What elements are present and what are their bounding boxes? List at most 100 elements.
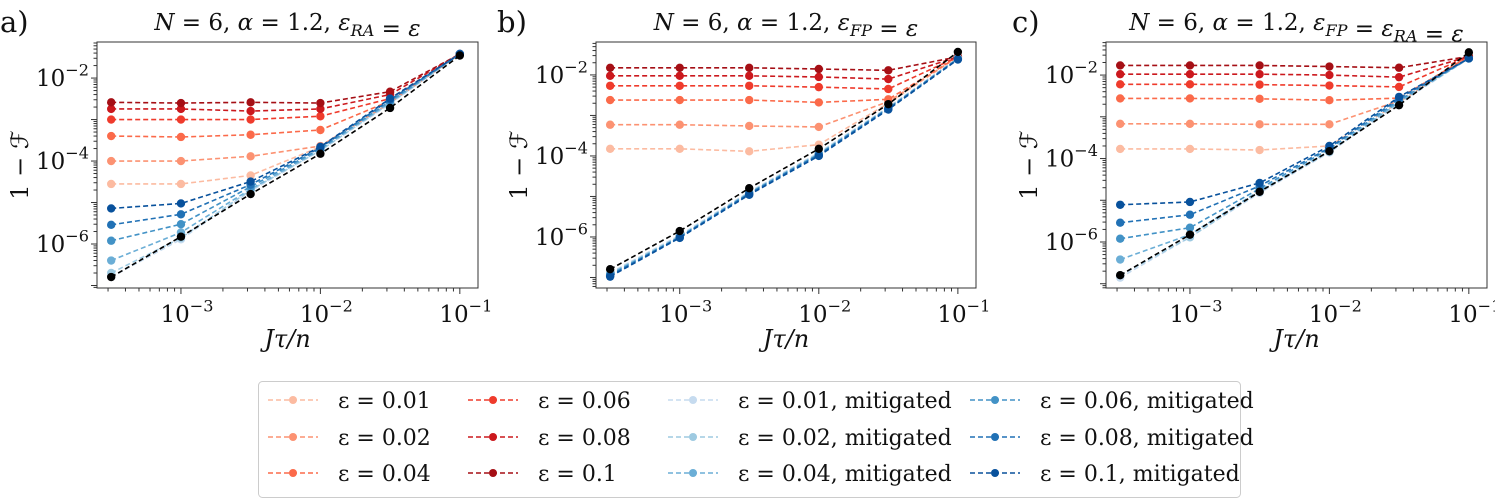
data-point — [246, 177, 255, 186]
data-point — [1394, 63, 1404, 72]
series-line — [1120, 55, 1469, 69]
data-point — [1325, 146, 1334, 156]
data-point — [385, 103, 395, 113]
legend-item: ε = 0.02, mitigated — [668, 426, 952, 451]
data-point — [814, 82, 824, 92]
data-point — [1325, 95, 1334, 105]
series-line — [610, 56, 959, 128]
series-line — [111, 53, 461, 121]
data-point — [884, 84, 893, 94]
legend-item: ε = 0.1, mitigated — [970, 462, 1240, 487]
series--0-02-mitigated — [106, 49, 465, 278]
data-point — [1255, 187, 1264, 196]
data-point — [455, 51, 465, 60]
data-point — [106, 156, 116, 166]
data-point — [1185, 61, 1195, 70]
data-point — [1394, 100, 1404, 110]
x-axis-label: Jτ/n — [758, 325, 809, 353]
series-reference — [1115, 48, 1474, 280]
panel-b: b) N = 6, α = 1.2, εFP = ε 10−3 10−2 10−1 10−… — [497, 5, 990, 353]
data-point — [316, 104, 325, 114]
y-tick-label: 10−2 — [36, 61, 89, 92]
data-point — [675, 144, 684, 154]
data-point — [106, 104, 116, 114]
series-line — [1120, 55, 1470, 88]
series-line — [610, 56, 959, 104]
data-point — [1115, 61, 1125, 70]
data-point — [1255, 145, 1264, 155]
series--0-1-mitigated — [1115, 54, 1474, 209]
data-point — [246, 98, 255, 107]
data-point — [246, 189, 255, 199]
data-point — [176, 98, 186, 108]
data-point — [675, 226, 684, 236]
data-point — [106, 220, 116, 230]
data-point — [1115, 69, 1125, 79]
data-point — [1325, 70, 1334, 80]
y-tick-label: 10−2 — [1045, 58, 1098, 89]
data-point — [106, 256, 116, 265]
y-axis-label: 1 − ℱ — [6, 130, 34, 200]
legend-item: ε = 0.01 — [268, 389, 431, 414]
data-point — [106, 115, 116, 124]
legend-label: ε = 0.1, mitigated — [1040, 462, 1240, 487]
data-point — [745, 63, 754, 72]
legend-item: ε = 0.06, mitigated — [970, 389, 1254, 414]
x-tick-label: 10−2 — [1309, 297, 1362, 328]
series--0-1 — [1115, 52, 1474, 72]
data-point — [176, 220, 186, 229]
chart-title: N = 6, α = 1.2, εRA = ε — [153, 10, 420, 42]
data-point — [246, 171, 255, 180]
data-point — [246, 130, 255, 139]
legend-label: ε = 0.04, mitigated — [738, 462, 952, 487]
data-point — [385, 94, 395, 103]
data-point — [1115, 255, 1125, 264]
series-line — [610, 56, 959, 80]
series-line — [609, 58, 959, 278]
series-line — [1120, 55, 1470, 151]
y-axis-label: 1 − ℱ — [505, 130, 533, 200]
data-point — [176, 156, 186, 166]
panel-label: a) — [0, 5, 29, 39]
data-point — [1325, 81, 1334, 90]
data-point — [675, 233, 684, 243]
series-line — [111, 53, 461, 162]
legend-label: ε = 0.02 — [338, 426, 431, 451]
data-point — [176, 232, 186, 241]
series-line — [111, 53, 461, 242]
data-point — [1185, 197, 1195, 207]
data-point — [605, 71, 615, 81]
data-point — [1255, 120, 1264, 129]
x-tick-label: 10−1 — [439, 297, 492, 328]
data-point — [675, 120, 684, 129]
y-tick-label: 10−4 — [36, 144, 89, 175]
data-point — [1115, 119, 1125, 128]
panel-a: a) N = 6, α = 1.2, εRA = ε 10−3 10−2 10−1 10−… — [0, 5, 492, 353]
data-point — [745, 147, 754, 156]
series--0-08 — [106, 49, 465, 116]
x-tick-label: 10−1 — [1448, 297, 1495, 328]
legend-dot-marker — [689, 396, 697, 404]
series-line — [111, 53, 461, 112]
legend-label: ε = 0.1 — [538, 462, 617, 487]
legend-item: ε = 0.04, mitigated — [668, 462, 952, 487]
series-line — [110, 54, 461, 278]
data-point — [316, 125, 325, 135]
series-line — [610, 56, 959, 72]
legend-dot-marker — [689, 469, 697, 477]
data-point — [605, 265, 615, 274]
data-point — [1394, 82, 1404, 92]
legend-dot-marker — [289, 396, 297, 404]
series-line — [1120, 57, 1470, 224]
x-tick-label: 10−2 — [300, 297, 353, 328]
data-point — [814, 151, 824, 161]
panel-label: b) — [497, 5, 527, 39]
data-point — [1185, 119, 1195, 128]
y-tick-label: 10−4 — [1045, 141, 1098, 172]
data-point — [106, 131, 116, 141]
data-point — [953, 55, 963, 64]
panel-c: c) N = 6, α = 1.2, εFP = εRA = ε 10−3 10−2 1… — [1012, 5, 1495, 353]
x-tick-label: 10−3 — [659, 297, 712, 328]
data-point — [106, 179, 116, 189]
